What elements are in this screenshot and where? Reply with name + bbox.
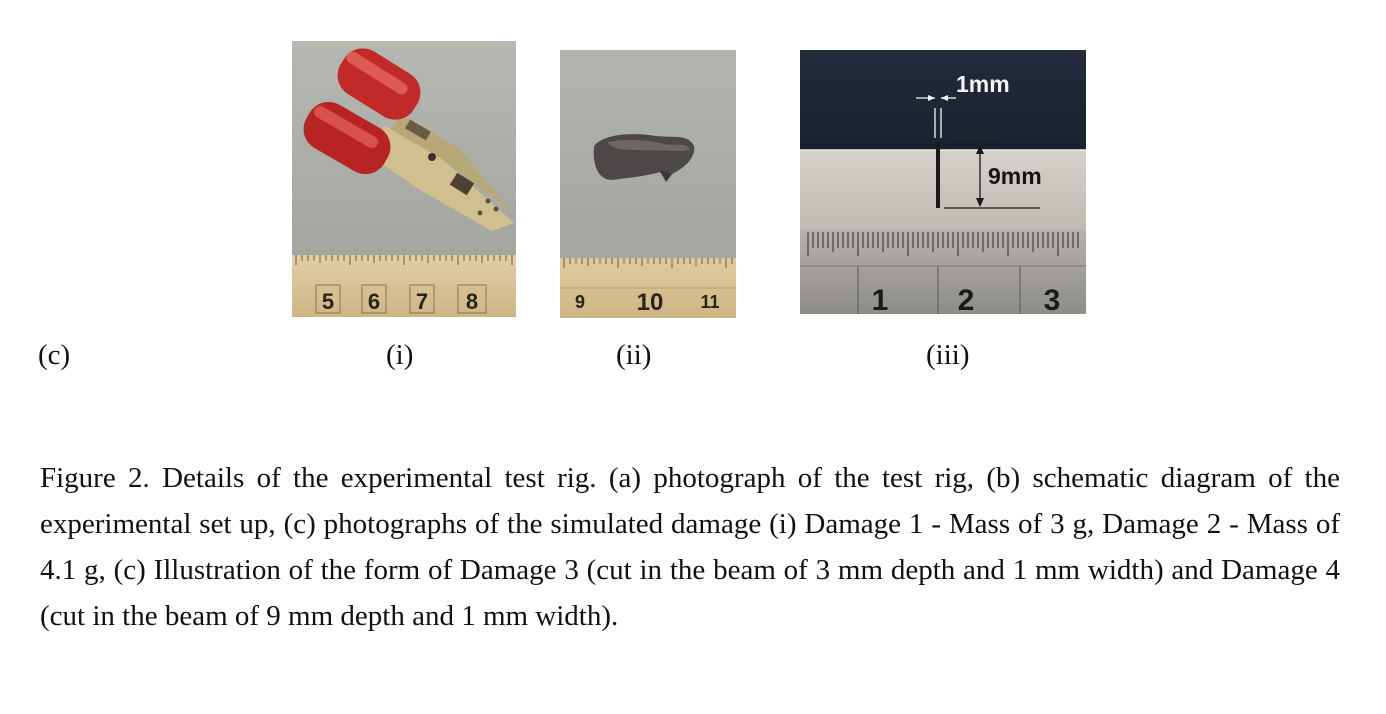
metal-beam [800, 150, 1086, 230]
photo-damage-2-mass: 9 10 11 [560, 50, 736, 318]
photo-damage-1-clip: 5 6 7 8 [292, 41, 516, 317]
ruler-i: 5 6 7 8 [292, 255, 516, 317]
clip-metal-body [374, 115, 514, 231]
sub-label-i: (i) [386, 339, 414, 371]
ruler-ii: 9 10 11 [560, 258, 736, 318]
figure-caption: Figure 2. Details of the experimental te… [40, 462, 1340, 632]
ruler-i-number: 7 [416, 289, 428, 314]
panel-label: (c) [38, 339, 71, 371]
depth-annotation-label: 9mm [988, 163, 1042, 189]
ruler-iii-number: 1 [872, 284, 889, 314]
sub-label-iii: (iii) [926, 339, 970, 371]
width-dimension-marker [916, 95, 956, 138]
ruler-i-number: 5 [322, 289, 334, 314]
depth-dimension-marker [944, 143, 1040, 209]
metal-mass [593, 134, 695, 182]
sub-label-ii: (ii) [616, 339, 652, 371]
ruler-iii-number: 2 [958, 284, 975, 314]
ruler-iii-number: 3 [1044, 284, 1061, 314]
ruler-ii-number: 9 [575, 292, 585, 312]
dark-cloth-background [800, 50, 1086, 150]
ruler-i-number: 8 [466, 289, 478, 314]
clip-red-handles [303, 48, 421, 175]
ruler-ii-number: 11 [700, 292, 719, 312]
photo-damage-cut-beam: 1mm 9mm [800, 50, 1086, 314]
ruler-ii-number: 10 [637, 289, 664, 316]
width-annotation-label: 1mm [956, 71, 1010, 97]
beam-cut [936, 142, 940, 208]
ruler-i-number: 6 [368, 289, 380, 314]
ruler-iii: 1 2 3 [800, 230, 1086, 314]
